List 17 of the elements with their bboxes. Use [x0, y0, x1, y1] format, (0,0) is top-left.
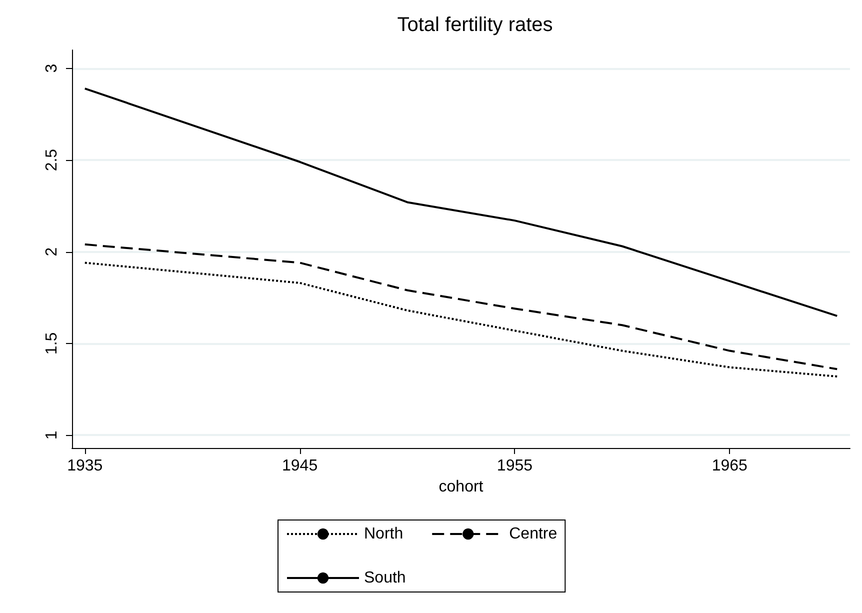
y-tick-label: 2	[44, 247, 60, 256]
x-tick-label: 1935	[67, 458, 103, 474]
line-series	[84, 88, 838, 317]
y-tick-label: 1.5	[44, 332, 60, 355]
x-tick-label: 1945	[282, 458, 318, 474]
y-tick-label: 2.5	[44, 148, 60, 172]
chart-title: Total fertility rates	[397, 14, 553, 36]
x-tick-label: 1965	[712, 458, 748, 474]
line-series	[84, 262, 838, 378]
x-axis-title: cohort	[438, 478, 484, 496]
y-tick-label: 1	[44, 430, 60, 440]
line-series	[84, 243, 838, 370]
legend-label: North	[364, 526, 404, 542]
x-tick-label: 1955	[496, 458, 533, 474]
legend-label: South	[364, 570, 406, 586]
y-tick-label: 3	[44, 64, 60, 73]
legend-label: Centre	[509, 526, 558, 542]
